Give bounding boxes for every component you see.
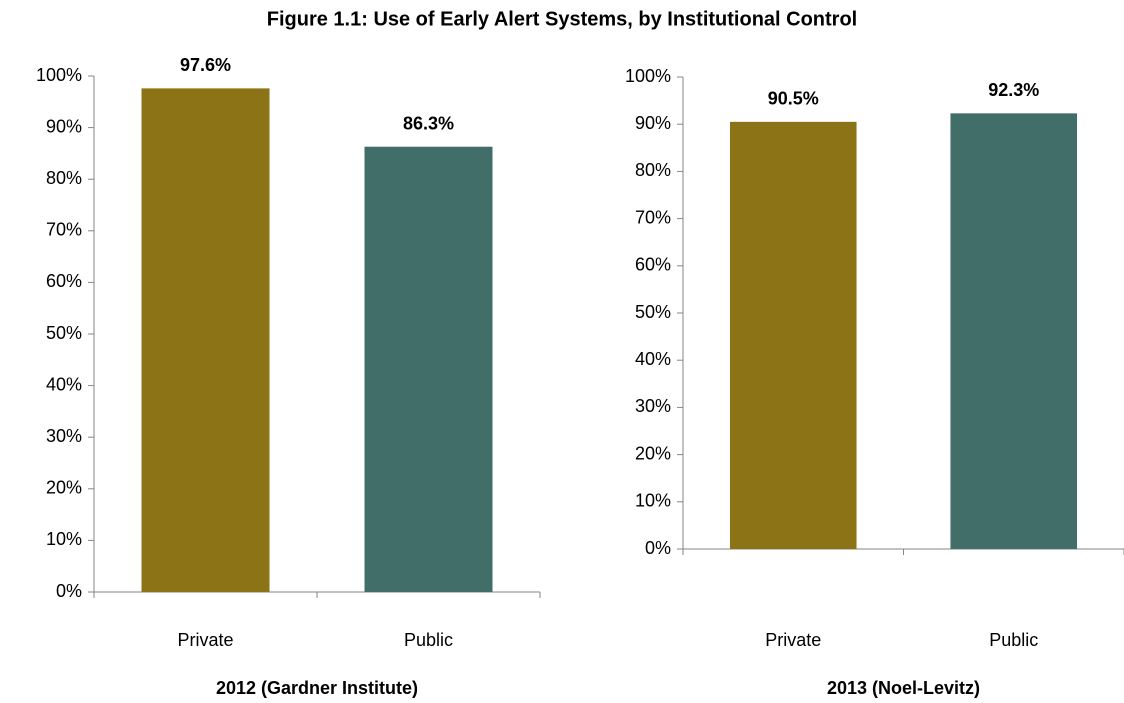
y-tick-label: 50% (46, 323, 82, 343)
y-tick-label: 50% (635, 302, 671, 322)
y-tick-label: 100% (625, 66, 671, 86)
value-label: 92.3% (988, 80, 1039, 100)
y-tick-label: 60% (46, 271, 82, 291)
value-label: 97.6% (180, 55, 231, 75)
y-tick-label: 0% (645, 538, 671, 558)
y-tick-label: 10% (635, 491, 671, 511)
y-tick-label: 90% (635, 113, 671, 133)
x-tick-label: Public (404, 630, 453, 650)
x-axis-label: 2012 (Gardner Institute) (216, 678, 418, 698)
x-tick-label: Public (989, 630, 1038, 650)
bar (364, 146, 493, 592)
y-tick-label: 30% (635, 396, 671, 416)
y-tick-label: 30% (46, 426, 82, 446)
y-tick-label: 90% (46, 116, 82, 136)
value-label: 86.3% (403, 113, 454, 133)
y-tick-label: 10% (46, 529, 82, 549)
figure-title: Figure 1.1: Use of Early Alert Systems, … (267, 8, 858, 30)
bar (729, 121, 857, 549)
bar (950, 113, 1078, 550)
x-tick-label: Private (177, 630, 233, 650)
y-tick-label: 20% (46, 478, 82, 498)
y-tick-label: 100% (36, 65, 82, 85)
value-label: 90.5% (768, 89, 819, 109)
y-tick-label: 0% (56, 581, 82, 601)
x-tick-label: Private (765, 630, 821, 650)
y-tick-label: 80% (635, 160, 671, 180)
y-tick-label: 40% (635, 349, 671, 369)
y-tick-label: 20% (635, 443, 671, 463)
y-tick-label: 40% (46, 374, 82, 394)
x-axis-label: 2013 (Noel-Levitz) (827, 678, 980, 698)
y-tick-label: 70% (635, 207, 671, 227)
y-tick-label: 70% (46, 220, 82, 240)
bar (141, 88, 270, 592)
y-tick-label: 80% (46, 168, 82, 188)
y-tick-label: 60% (635, 255, 671, 275)
